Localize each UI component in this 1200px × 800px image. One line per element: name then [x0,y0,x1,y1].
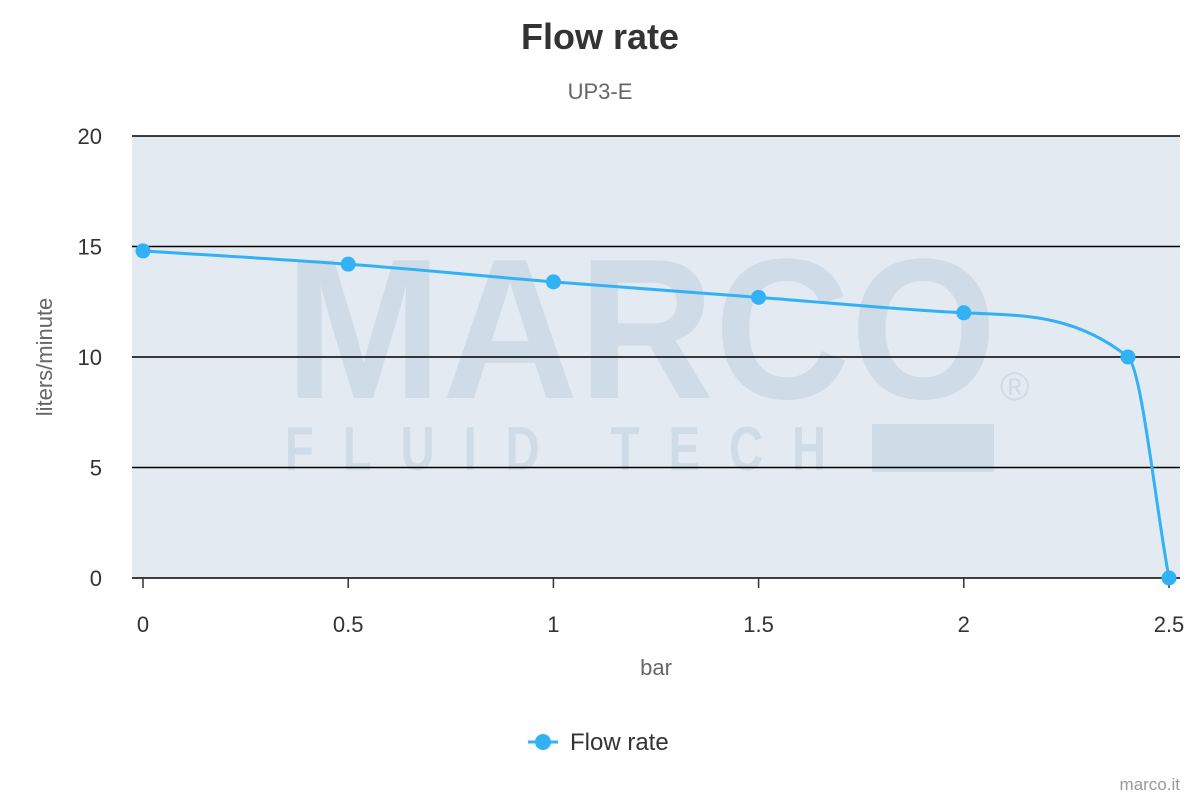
legend[interactable]: Flow rate [528,729,669,756]
x-tick-label-5: 2.5 [1154,612,1185,637]
y-axis: 0 5 10 15 20 [78,124,102,591]
credits-link[interactable]: marco.it [1120,775,1181,794]
watermark-registered-mark: ® [1000,365,1029,409]
x-tick-label-3: 1.5 [743,612,774,637]
watermark-logo: MARCO ® FLUID TECH [285,218,1029,484]
watermark-brand: MARCO [285,218,997,441]
data-point-4 [956,305,972,321]
y-tick-label-3: 15 [78,235,102,260]
chart-subtitle: UP3-E [568,79,633,104]
y-tick-label-2: 10 [78,345,102,370]
watermark-bar [872,424,994,472]
x-tick-label-2: 1 [547,612,559,637]
legend-series-marker [535,734,551,750]
gridlines [132,135,1180,579]
data-point-1 [340,256,356,272]
series-flow-rate [135,243,1177,586]
chart-title: Flow rate [521,16,679,57]
x-axis-title: bar [640,655,672,680]
data-point-5 [1120,349,1136,365]
y-tick-label-4: 20 [78,124,102,149]
data-point-3 [751,289,767,305]
x-tick-label-1: 0.5 [333,612,364,637]
data-point-6 [1161,570,1177,586]
x-axis: 0 0.5 1 1.5 2 2.5 [137,578,1184,637]
data-point-2 [545,274,561,290]
watermark-tagline: FLUID TECH [285,415,855,484]
y-axis-title: liters/minute [32,298,57,417]
data-point-0 [135,243,151,259]
x-tick-label-0: 0 [137,612,149,637]
legend-series-label[interactable]: Flow rate [570,729,669,756]
y-tick-label-1: 5 [90,456,102,481]
x-tick-label-4: 2 [958,612,970,637]
y-tick-label-0: 0 [90,566,102,591]
